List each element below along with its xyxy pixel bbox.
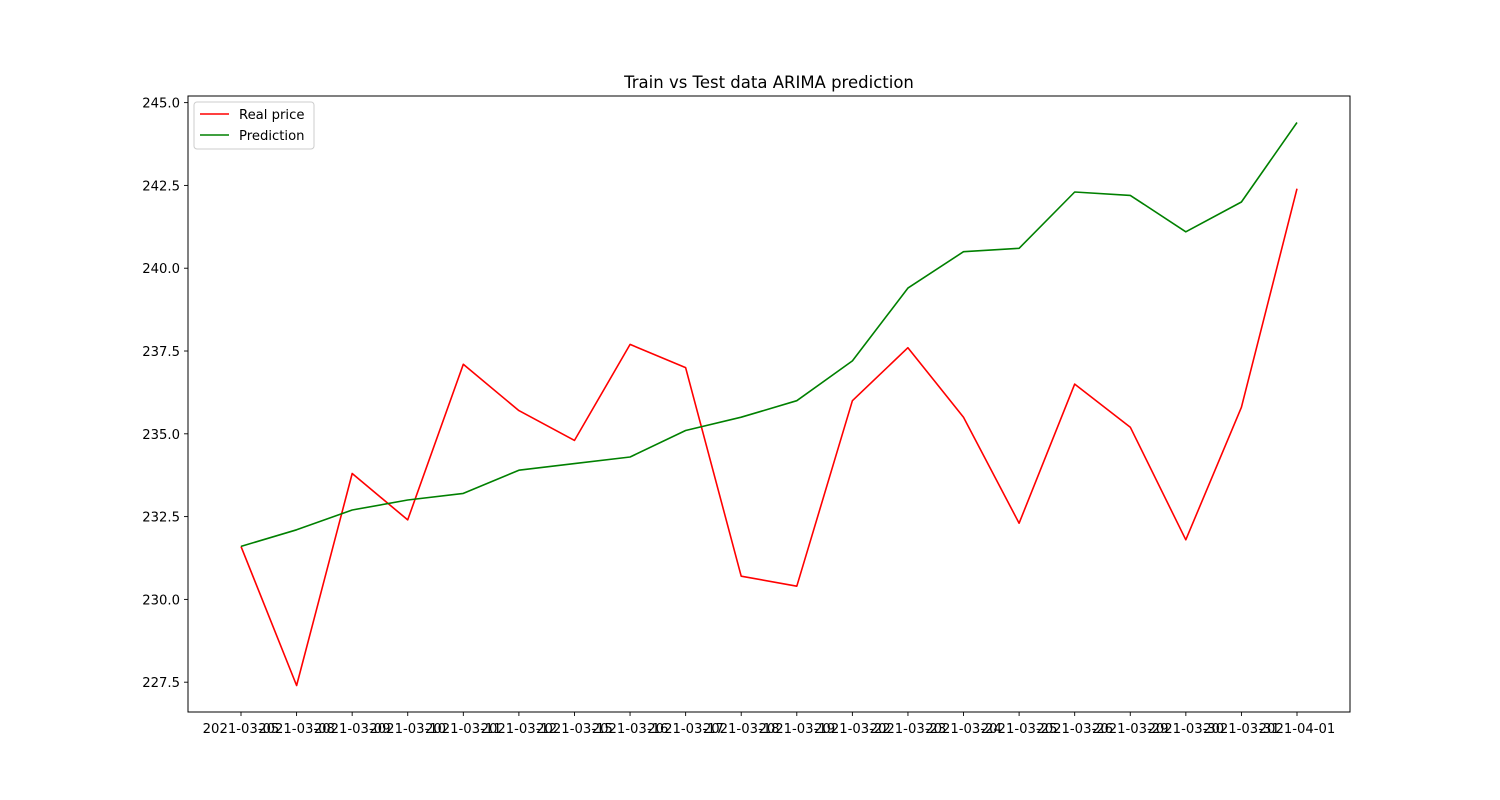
- x-tick-label: 2021-03-05: [203, 722, 280, 737]
- x-tick-label: 2021-03-25: [981, 722, 1058, 737]
- x-axis: 2021-03-052021-03-082021-03-092021-03-10…: [203, 712, 1336, 737]
- y-tick-label: 235.0: [142, 428, 180, 443]
- x-tick-label: 2021-03-31: [1203, 722, 1280, 737]
- x-tick-label: 2021-03-18: [703, 722, 780, 737]
- y-tick-label: 237.5: [142, 345, 180, 360]
- x-tick-label: 2021-03-10: [369, 722, 446, 737]
- x-tick-label: 2021-04-01: [1259, 722, 1336, 737]
- plot-frame: [187, 95, 1351, 713]
- y-tick-label: 230.0: [142, 593, 180, 608]
- x-tick-label: 2021-03-23: [870, 722, 947, 737]
- x-tick-label: 2021-03-08: [258, 722, 335, 737]
- x-tick-label: 2021-03-17: [647, 722, 724, 737]
- y-axis: 227.5 230.0 232.5 235.0 237.5 240.0 242.5 245.0: [142, 97, 188, 691]
- x-tick-label: 2021-03-26: [1036, 722, 1113, 737]
- x-tick-label: 2021-03-09: [314, 722, 391, 737]
- x-tick-label: 2021-03-29: [1092, 722, 1169, 737]
- x-tick-label: 2021-03-12: [481, 722, 558, 737]
- x-tick-label: 2021-03-19: [758, 722, 835, 737]
- y-tick-label: 227.5: [142, 676, 180, 691]
- y-tick-label: 232.5: [142, 511, 180, 526]
- legend-label: Prediction: [239, 129, 305, 144]
- y-tick-label: 245.0: [142, 97, 180, 112]
- x-tick-label: 2021-03-16: [592, 722, 669, 737]
- legend-label: Real price: [239, 108, 304, 123]
- legend: Real price Prediction: [193, 101, 315, 150]
- series-layer: [240, 122, 1298, 687]
- x-tick-label: 2021-03-30: [1148, 722, 1225, 737]
- x-tick-label: 2021-03-15: [536, 722, 613, 737]
- series-line-real-price: [240, 188, 1298, 687]
- y-tick-label: 242.5: [142, 179, 180, 194]
- x-tick-label: 2021-03-22: [814, 722, 891, 737]
- x-tick-label: 2021-03-11: [425, 722, 502, 737]
- x-tick-label: 2021-03-24: [925, 722, 1002, 737]
- chart-title: Train vs Test data ARIMA prediction: [623, 73, 914, 92]
- series-line-prediction: [240, 122, 1298, 548]
- y-tick-label: 240.0: [142, 262, 180, 277]
